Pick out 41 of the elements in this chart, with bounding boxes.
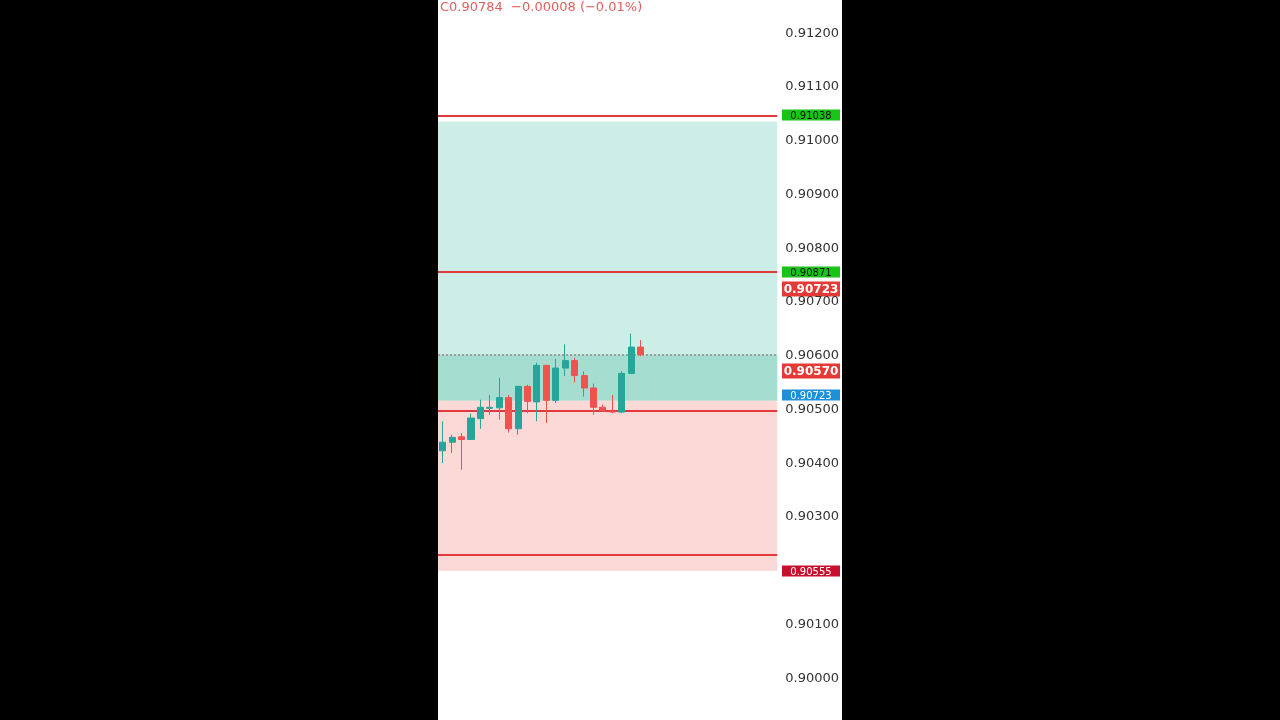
candlestick bbox=[637, 339, 644, 357]
y-tick-label: 0.91100 bbox=[785, 78, 840, 94]
candlestick bbox=[618, 370, 625, 414]
y-tick-label: 0.91000 bbox=[785, 132, 840, 148]
candlestick bbox=[533, 362, 540, 422]
candlestick bbox=[590, 383, 597, 416]
y-tick-label: 0.90700 bbox=[785, 293, 840, 309]
y-tick-label: 0.90100 bbox=[785, 615, 840, 631]
candlestick bbox=[458, 432, 465, 471]
text: 0.90871 bbox=[790, 266, 832, 278]
candlestick bbox=[609, 394, 616, 414]
y-tick-label: 0.90000 bbox=[785, 669, 840, 685]
candlestick bbox=[543, 364, 550, 424]
y-tick-label: 0.90600 bbox=[785, 347, 840, 363]
candlestick bbox=[581, 370, 588, 398]
y-tick-label: 0.90800 bbox=[785, 239, 840, 255]
y-tick-label: 0.90500 bbox=[785, 400, 840, 416]
candlestick bbox=[477, 399, 484, 430]
candlestick bbox=[486, 394, 493, 416]
candlestick bbox=[571, 357, 578, 384]
candlestick bbox=[628, 333, 635, 374]
candlestick bbox=[505, 394, 512, 434]
y-tick-label: 0.90300 bbox=[785, 508, 840, 524]
candlestick bbox=[496, 377, 503, 421]
text: 0.90723 bbox=[783, 282, 839, 296]
annotation: C0.90784 −0.00008 (−0.01%) bbox=[440, 0, 643, 14]
candlestick bbox=[449, 434, 456, 454]
text: 0.91038 bbox=[790, 109, 832, 121]
candlestick bbox=[467, 413, 475, 441]
candlestick bbox=[524, 384, 531, 414]
text: 0.90570 bbox=[783, 364, 839, 378]
candlestick bbox=[515, 385, 522, 436]
candlestick bbox=[439, 420, 446, 464]
candlestick bbox=[599, 404, 606, 413]
text: 0.90555 bbox=[790, 565, 832, 577]
candlestick bbox=[552, 358, 559, 404]
y-tick-label: 0.90900 bbox=[785, 185, 840, 201]
text: 0.90723 bbox=[790, 389, 832, 401]
y-tick-label: 0.91200 bbox=[785, 24, 840, 40]
candlestick bbox=[562, 343, 569, 377]
y-tick-label: 0.90400 bbox=[785, 454, 840, 470]
